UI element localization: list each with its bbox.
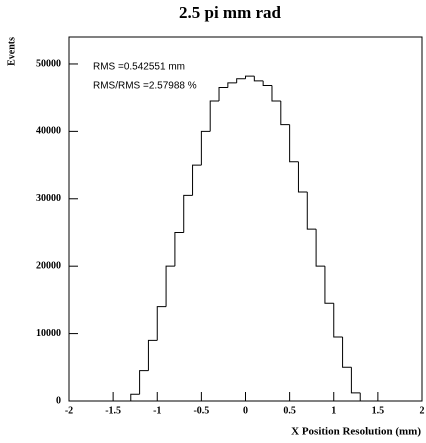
histogram-bin: [156, 306, 167, 341]
histogram-bin: [174, 231, 184, 267]
histogram-bin: [289, 124, 299, 163]
histogram-bin: [245, 75, 255, 79]
histogram-bin: [359, 392, 370, 402]
histogram-bin: [253, 76, 264, 82]
y-tick-label: 30000: [36, 193, 61, 204]
x-tick-label: 2: [420, 405, 425, 416]
histogram-bin: [130, 393, 140, 401]
histogram-bin: [236, 78, 246, 83]
histogram-bin: [192, 164, 202, 196]
annotation: RMS/RMS =2.57988 %: [93, 81, 197, 92]
histogram-bin: [139, 370, 149, 395]
histogram-bin: [350, 367, 361, 394]
chart-title: 2.5 pi mm rad: [179, 3, 282, 22]
y-tick-label: 10000: [36, 328, 61, 339]
x-tick-label: 1: [331, 405, 336, 416]
histogram-bin: [200, 130, 211, 166]
histogram-bin: [306, 192, 317, 230]
x-tick-label: -1.5: [105, 405, 121, 416]
histogram-bin: [165, 265, 175, 307]
histogram-bin: [262, 80, 272, 87]
histogram-bin: [218, 87, 228, 102]
x-tick-label: -1: [153, 405, 161, 416]
histogram-bin: [280, 101, 290, 126]
histogram-bin: [315, 229, 325, 267]
y-axis-label: Events: [6, 37, 17, 66]
x-tick-label: 0: [243, 405, 248, 416]
annotation: RMS =0.542551 mm: [93, 62, 185, 73]
histogram-bin: [297, 161, 308, 193]
histogram-bin: [342, 336, 352, 368]
x-tick-label: -0.5: [193, 405, 209, 416]
y-tick-label: 0: [56, 395, 61, 406]
x-tick-label: 0.5: [283, 405, 296, 416]
y-tick-label: 20000: [36, 260, 61, 271]
histogram-bin: [271, 85, 281, 102]
histogram-bin: [147, 339, 158, 371]
histogram-bin: [227, 82, 237, 88]
x-tick-label: -2: [65, 405, 73, 416]
y-tick-label: 50000: [36, 58, 61, 69]
histogram-bin: [333, 303, 343, 338]
histogram-bin: [209, 100, 220, 132]
histogram-bin: [183, 194, 193, 233]
x-axis-label: X Position Resolution (mm): [291, 426, 421, 438]
y-tick-label: 40000: [36, 126, 61, 137]
histogram-bin: [324, 266, 334, 304]
x-tick-label: 1.5: [372, 405, 385, 416]
